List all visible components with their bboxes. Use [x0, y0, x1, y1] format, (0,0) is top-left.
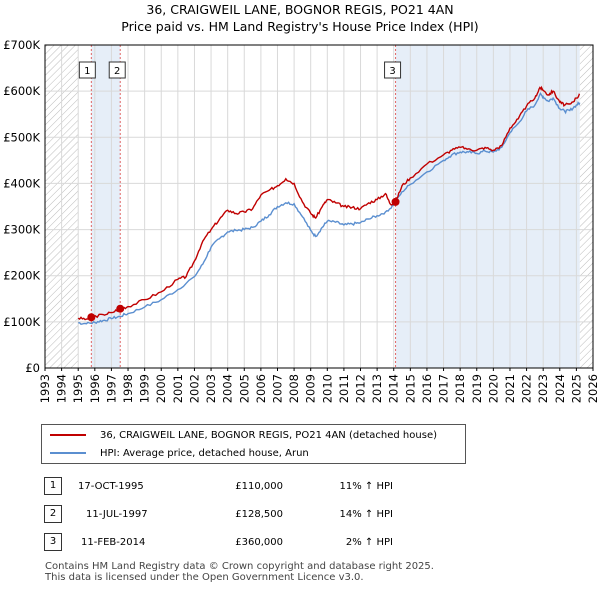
sale-label-frame — [384, 61, 402, 79]
sale-label-box: 1 — [78, 61, 96, 79]
ownership-shade — [91, 45, 121, 368]
transaction-number: 1 — [44, 477, 62, 495]
x-tick-label: 1999 — [138, 374, 152, 403]
x-tick-label: 1996 — [88, 374, 102, 403]
transaction-price: £128,500 — [235, 508, 283, 520]
sale-label-box: 2 — [108, 61, 126, 79]
transaction-price: £360,000 — [235, 536, 283, 548]
legend-item-property: 36, CRAIGWEIL LANE, BOGNOR REGIS, PO21 4… — [50, 427, 437, 443]
plot-frame — [44, 44, 594, 369]
table-row: 1 17-OCT-1995 £110,000 11% ↑ HPI — [41, 472, 393, 500]
x-tick-label: 2017 — [437, 374, 451, 403]
transaction-price: £110,000 — [235, 480, 283, 492]
legend-label-hpi: HPI: Average price, detached house, Arun — [100, 447, 309, 459]
legend-swatch-hpi — [50, 452, 86, 454]
y-tick-label: £700K — [3, 38, 40, 52]
sale-label-text: 2 — [114, 66, 120, 77]
sale-label-frame — [78, 61, 96, 79]
table-row: 3 11-FEB-2014 £360,000 2% ↑ HPI — [41, 528, 393, 556]
x-tick-label: 2007 — [270, 374, 284, 403]
x-tick-label: 2021 — [503, 374, 517, 403]
transaction-hpi: 14% ↑ HPI — [339, 508, 393, 520]
x-tick-label: 2003 — [204, 374, 218, 403]
y-tick-label: £600K — [3, 84, 40, 98]
ownership-shade — [395, 45, 580, 368]
legend-label-property: 36, CRAIGWEIL LANE, BOGNOR REGIS, PO21 4… — [100, 429, 437, 441]
x-tick-label: 1997 — [104, 374, 118, 403]
no-data-region-right — [579, 45, 593, 368]
x-tick-label: 2018 — [453, 374, 467, 403]
x-tick-label: 2008 — [287, 374, 301, 403]
price-chart: 1 2 3 £0 £100K £200K £300K £400K £500K £600K £700K… — [3, 38, 600, 403]
x-tick-label: 2001 — [171, 374, 185, 403]
x-tick-label: 2025 — [569, 374, 583, 403]
sale-label-text: 1 — [84, 66, 90, 77]
transaction-date: 11-JUL-1997 — [86, 508, 148, 520]
x-tick-label: 2009 — [304, 374, 318, 403]
footer-line-copyright: Contains HM Land Registry data © Crown c… — [45, 561, 434, 572]
x-tick-label: 1993 — [38, 374, 52, 403]
x-tick-label: 2005 — [237, 374, 251, 403]
transaction-number: 3 — [44, 533, 62, 551]
series-line-property — [77, 85, 581, 321]
x-tick-label: 2015 — [403, 374, 417, 403]
transaction-number: 2 — [44, 505, 62, 523]
sale-point — [87, 313, 96, 322]
footer-line-licence: This data is licensed under the Open Gov… — [45, 572, 364, 583]
chart-legend: 36, CRAIGWEIL LANE, BOGNOR REGIS, PO21 4… — [41, 424, 466, 464]
sale-point — [391, 197, 400, 206]
transaction-date: 11-FEB-2014 — [81, 536, 146, 548]
legend-swatch-property — [50, 434, 86, 436]
sale-label-text: 3 — [389, 66, 395, 77]
x-tick-label: 2013 — [370, 374, 384, 403]
x-tick-label: 2022 — [520, 374, 534, 403]
y-tick-label: £400K — [3, 176, 40, 190]
x-tick-label: 2010 — [320, 374, 334, 403]
x-tick-label: 1995 — [71, 374, 85, 403]
chart-title-subtitle: Price paid vs. HM Land Registry's House … — [121, 19, 479, 34]
y-tick-label: £200K — [3, 269, 40, 283]
x-tick-label: 2006 — [254, 374, 268, 403]
legend-item-hpi: HPI: Average price, detached house, Arun — [50, 445, 309, 461]
x-tick-label: 2020 — [486, 374, 500, 403]
transaction-date: 17-OCT-1995 — [78, 480, 144, 492]
sale-label-frame — [108, 61, 126, 79]
y-tick-label: £500K — [3, 130, 40, 144]
x-tick-label: 2024 — [553, 374, 567, 403]
series-line-hpi — [78, 92, 581, 325]
x-tick-label: 2019 — [470, 374, 484, 403]
x-tick-label: 2026 — [586, 374, 600, 403]
x-tick-label: 1998 — [121, 374, 135, 403]
y-tick-label: £100K — [3, 315, 40, 329]
y-tick-label: £300K — [3, 223, 40, 237]
footer-attribution: Contains HM Land Registry data © Crown c… — [45, 561, 434, 583]
x-tick-label: 2000 — [154, 374, 168, 403]
x-tick-label: 2016 — [420, 374, 434, 403]
x-tick-label: 1994 — [55, 374, 69, 403]
x-tick-label: 2012 — [354, 374, 368, 403]
x-tick-label: 2023 — [536, 374, 550, 403]
x-tick-label: 2002 — [187, 374, 201, 403]
x-tick-label: 2014 — [387, 374, 401, 403]
transaction-hpi: 11% ↑ HPI — [339, 480, 393, 492]
x-tick-label: 2011 — [337, 374, 351, 403]
chart-title-address: 36, CRAIGWEIL LANE, BOGNOR REGIS, PO21 4… — [146, 2, 454, 17]
y-tick-label: £0 — [25, 361, 40, 375]
transaction-hpi: 2% ↑ HPI — [345, 536, 393, 548]
sale-point — [116, 304, 125, 313]
x-tick-label: 2004 — [221, 374, 235, 403]
sale-label-box: 3 — [384, 61, 402, 79]
table-row: 2 11-JUL-1997 £128,500 14% ↑ HPI — [41, 500, 393, 528]
transactions-table: 1 17-OCT-1995 £110,000 11% ↑ HPI 2 11-JU… — [41, 472, 393, 556]
